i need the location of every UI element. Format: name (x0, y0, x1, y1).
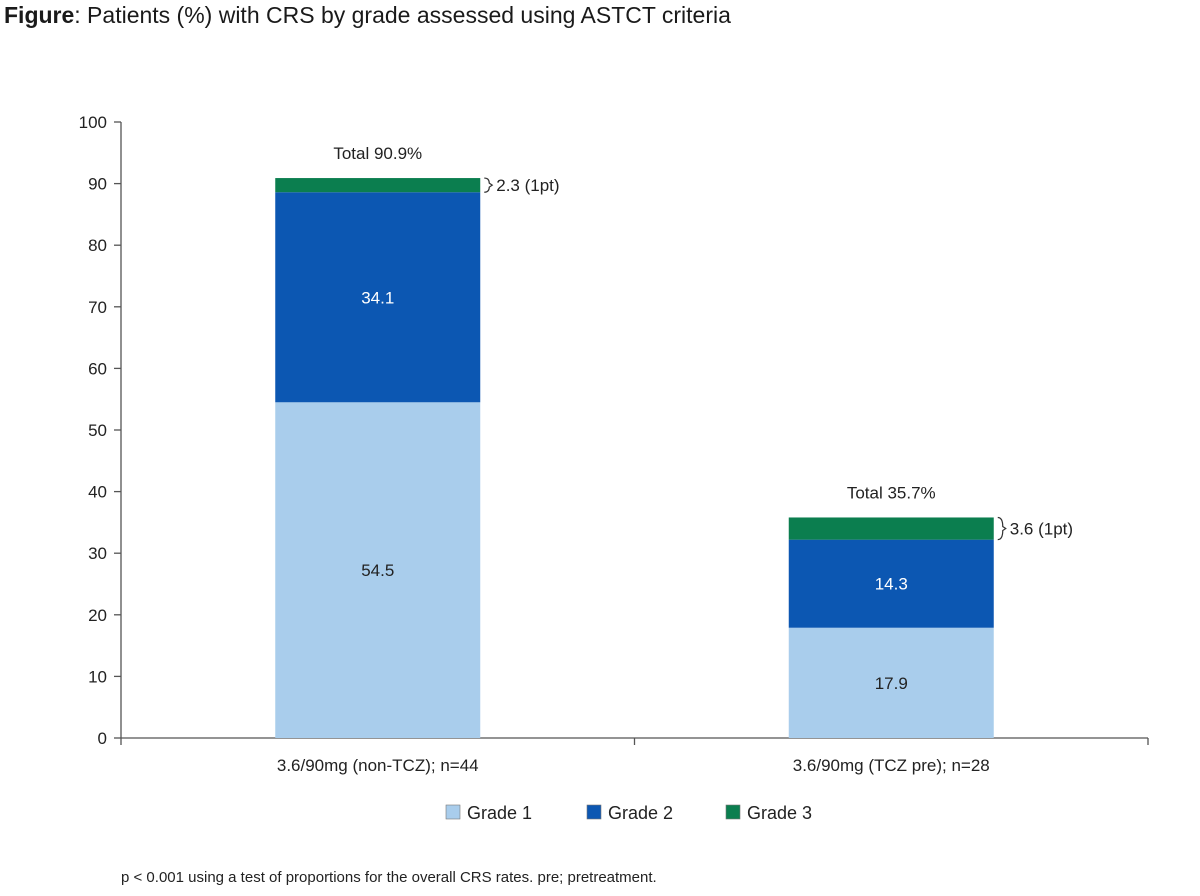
data-label: 34.1 (361, 288, 394, 307)
data-label: 14.3 (875, 575, 908, 594)
y-tick-label: 40 (88, 483, 107, 502)
figure-title-text: : Patients (%) with CRS by grade assesse… (74, 2, 731, 28)
y-tick-label: 80 (88, 236, 107, 255)
data-label: 17.9 (875, 674, 908, 693)
bar-segment-grade-2 (275, 192, 481, 403)
footnote: p < 0.001 using a test of proportions fo… (121, 869, 657, 886)
x-category-label: 3.6/90mg (non-TCZ); n=44 (277, 756, 479, 775)
y-tick-label: 50 (88, 421, 107, 440)
grade3-annotation: 3.6 (1pt) (1010, 520, 1073, 539)
bar-segment-grade-1 (788, 627, 994, 738)
annotation-brace (997, 516, 1007, 541)
total-label: Total 35.7% (847, 483, 936, 502)
y-tick-label: 90 (88, 175, 107, 194)
legend-swatch (586, 804, 602, 820)
stacked-bar-chart: 0 10 20 30 40 50 60 70 80 90 100 54.5 34.1 Total 90.9… (79, 113, 1149, 823)
bar-segment-grade-3 (275, 178, 481, 193)
legend-label: Grade 2 (608, 803, 673, 823)
y-tick-label: 30 (88, 544, 107, 563)
y-tick-label: 100 (79, 113, 107, 132)
grade3-annotation: 2.3 (1pt) (496, 176, 559, 195)
bar-segment-grade-3 (788, 517, 994, 540)
bar-segment-grade-2 (788, 539, 994, 628)
y-tick-label: 0 (98, 729, 107, 748)
legend-swatch (725, 804, 741, 820)
figure-title: Figure: Patients (%) with CRS by grade a… (4, 2, 731, 29)
y-tick-label: 60 (88, 359, 107, 378)
legend-label: Grade 3 (747, 803, 812, 823)
y-tick-label: 10 (88, 667, 107, 686)
y-tick-label: 20 (88, 606, 107, 625)
total-label: Total 90.9% (333, 144, 422, 163)
annotation-brace (484, 177, 494, 193)
figure-title-prefix: Figure (4, 2, 75, 28)
legend-swatch (445, 804, 461, 820)
x-category-label: 3.6/90mg (TCZ pre); n=28 (793, 756, 990, 775)
bar-segment-grade-1 (275, 402, 481, 738)
data-label: 54.5 (361, 561, 394, 580)
legend-label: Grade 1 (467, 803, 532, 823)
y-tick-label: 70 (88, 298, 107, 317)
